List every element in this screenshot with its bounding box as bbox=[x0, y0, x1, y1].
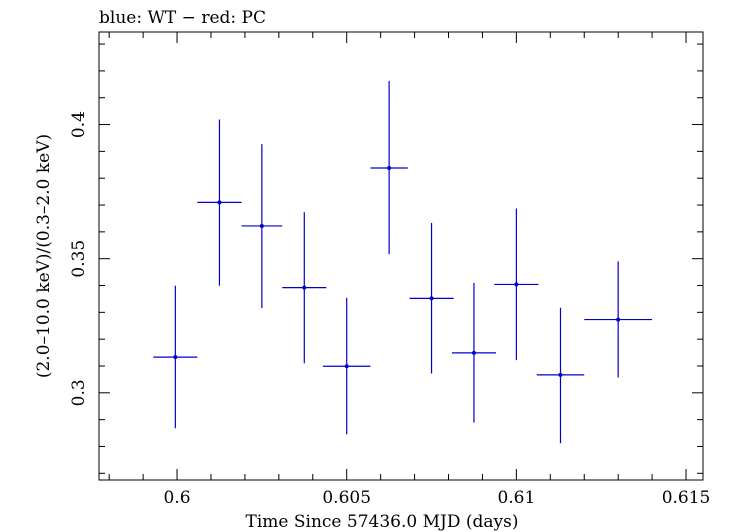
data-point bbox=[197, 119, 242, 286]
data-points bbox=[153, 80, 653, 444]
data-point bbox=[282, 212, 327, 364]
tick-labels: 0.6 0.605 0.61 0.615 0.3 0.35 0.4 bbox=[69, 111, 710, 508]
data-point bbox=[536, 307, 585, 444]
point-marker bbox=[471, 350, 476, 355]
x-tick-label: 0.615 bbox=[662, 488, 711, 508]
y-tick-label: 0.4 bbox=[69, 111, 89, 138]
axis-ticks bbox=[99, 32, 703, 480]
point-marker bbox=[616, 317, 621, 322]
point-marker bbox=[344, 364, 349, 369]
x-axis-label: Time Since 57436.0 MJD (days) bbox=[246, 512, 519, 532]
point-marker bbox=[302, 285, 307, 290]
data-point bbox=[241, 144, 283, 309]
point-marker bbox=[259, 223, 264, 228]
x-tick-label: 0.6 bbox=[164, 488, 191, 508]
data-point bbox=[322, 297, 371, 435]
data-point bbox=[494, 208, 539, 361]
point-marker bbox=[514, 282, 519, 287]
chart-title: blue: WT − red: PC bbox=[99, 8, 266, 28]
data-point bbox=[153, 285, 198, 429]
x-tick-label: 0.61 bbox=[497, 488, 535, 508]
data-point bbox=[451, 282, 497, 423]
data-point bbox=[584, 261, 653, 378]
point-marker bbox=[217, 200, 222, 205]
point-marker bbox=[558, 372, 563, 377]
y-axis-label: (2.0–10.0 keV)/(0.3–2.0 keV) bbox=[34, 134, 54, 378]
point-marker bbox=[173, 355, 178, 360]
y-tick-label: 0.3 bbox=[69, 379, 89, 406]
data-point bbox=[409, 223, 454, 374]
plot-frame bbox=[98, 31, 704, 481]
y-tick-label: 0.35 bbox=[69, 240, 89, 278]
x-tick-label: 0.605 bbox=[322, 488, 371, 508]
data-point bbox=[370, 80, 408, 255]
point-marker bbox=[387, 166, 392, 171]
point-marker bbox=[429, 296, 434, 301]
